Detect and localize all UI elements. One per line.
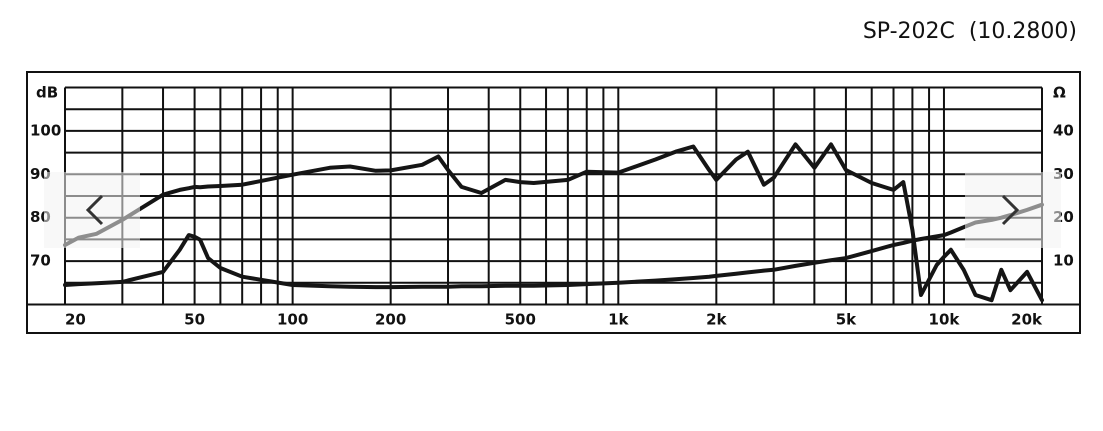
x-tick-label: 500: [505, 311, 536, 329]
x-tick-label: 20: [65, 311, 86, 329]
x-tick-label: 50: [184, 311, 205, 329]
curve: [63, 202, 1044, 290]
next-chevron[interactable]: [1001, 194, 1020, 226]
y2-tick-label: 40: [1053, 121, 1074, 139]
x-tick-label: 20k: [1011, 311, 1043, 329]
prev-chevron[interactable]: [85, 194, 104, 226]
curves: [63, 142, 1044, 303]
prev-button-bg[interactable]: [44, 172, 140, 248]
chart-frame: [26, 71, 1081, 334]
x-tick-label: 10k: [929, 311, 961, 329]
grid: 20 50 100 200 500 1k 2k 5k 10k 20k708090100102030…: [27, 86, 1080, 329]
y-axis-label: dB: [36, 84, 58, 102]
y-tick-label: 70: [30, 252, 51, 270]
y2-axis-label: Ω: [1053, 84, 1066, 102]
prev-button[interactable]: [44, 172, 140, 248]
x-tick-label: 1k: [608, 311, 629, 329]
x-tick-label: 200: [375, 311, 406, 329]
y-tick-label: 100: [30, 121, 61, 139]
x-tick-label: 2k: [706, 311, 727, 329]
next-button-bg[interactable]: [965, 172, 1061, 248]
next-button[interactable]: [965, 172, 1061, 248]
y2-tick-label: 10: [1053, 252, 1074, 270]
x-tick-label: 5k: [836, 311, 857, 329]
x-tick-label: 100: [277, 311, 308, 329]
curve: [63, 142, 1044, 303]
chart-title: SP-202C (10.2800): [863, 19, 1077, 44]
